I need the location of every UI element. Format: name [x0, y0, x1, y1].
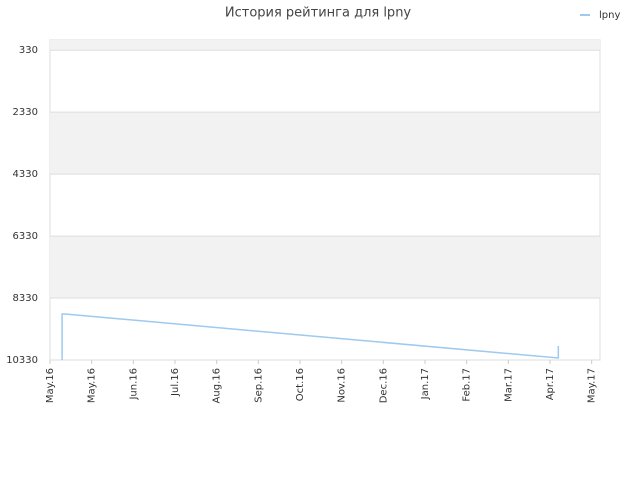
legend-label: lpny — [599, 10, 620, 21]
chart-title: История рейтинга для lpny — [225, 6, 412, 21]
x-tick-label: Nov.16 — [337, 368, 348, 403]
y-tick-label: 10330 — [6, 355, 38, 366]
x-tick-label: May.17 — [587, 368, 598, 403]
x-tick-label: Aug.16 — [212, 368, 223, 403]
x-tick-label: Sep.16 — [253, 368, 264, 403]
band — [50, 40, 600, 51]
x-tick-label: Mar.17 — [503, 368, 514, 402]
plot-background — [49, 39, 601, 361]
x-tick-label: Apr.17 — [545, 368, 556, 400]
y-tick-label: 8330 — [13, 293, 38, 304]
x-tick-label: Feb.17 — [462, 368, 473, 402]
y-tick-label: 2330 — [13, 107, 38, 118]
band — [50, 112, 600, 175]
x-tick-label: Jan.17 — [420, 368, 431, 400]
x-tick-label: May.16 — [45, 368, 56, 403]
x-tick-label: Jun.16 — [128, 368, 139, 401]
x-tick-label: May.16 — [87, 368, 98, 403]
y-tick-label: 4330 — [13, 169, 38, 180]
x-tick-label: Jul.16 — [170, 368, 181, 397]
y-tick-label: 330 — [19, 45, 38, 56]
line — [61, 313, 560, 360]
x-tick-label: Dec.16 — [378, 368, 389, 403]
x-tick-label: Oct.16 — [295, 368, 306, 401]
y-tick-label: 6330 — [13, 231, 38, 242]
band — [50, 236, 600, 299]
